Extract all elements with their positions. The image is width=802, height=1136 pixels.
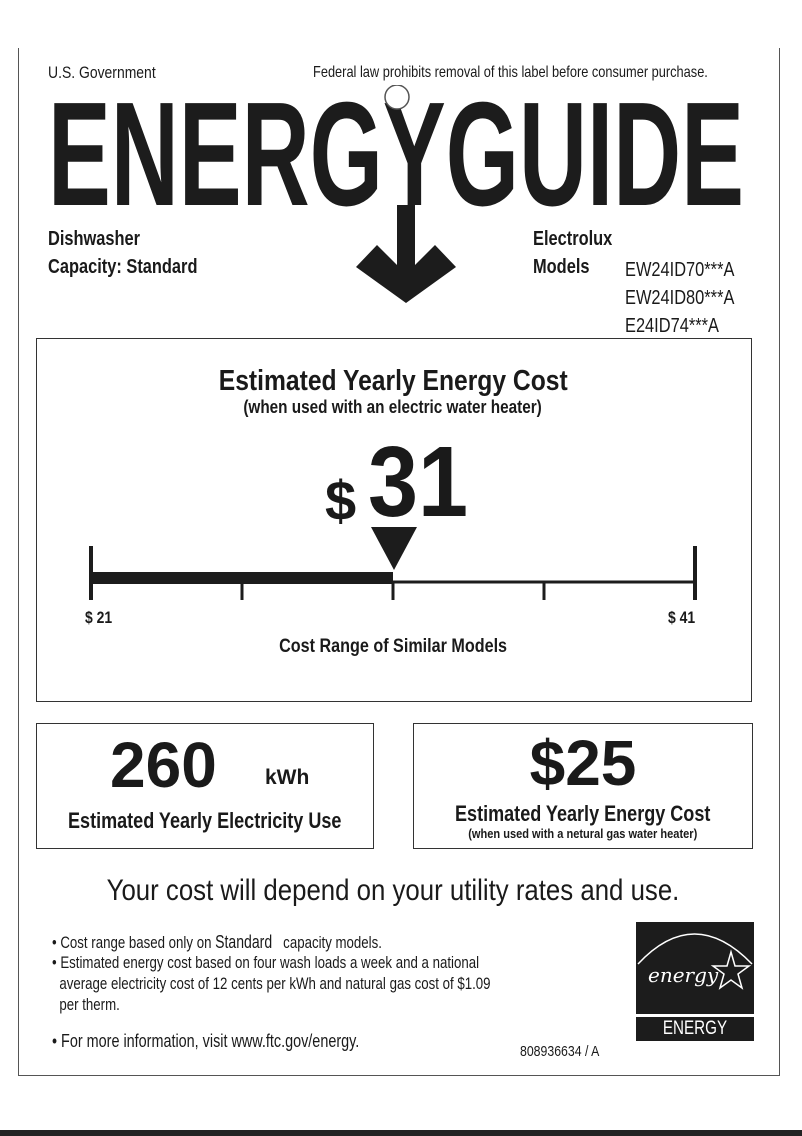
cost-marker-icon [371, 527, 417, 570]
gas-value: $25 [529, 727, 637, 799]
electricity-value: 260 [110, 729, 217, 801]
electricity-label: Estimated Yearly Electricity Use [68, 808, 342, 833]
footer-headline: Your cost will depend on your utility ra… [106, 874, 680, 907]
model: EW24ID70***A [625, 259, 735, 281]
electricity-unit: kWh [265, 766, 310, 789]
government-text: U.S. Government [48, 63, 156, 82]
electricity-use-box [36, 723, 374, 849]
model: EW24ID80***A [625, 287, 735, 309]
range-min-label: $ 21 [85, 608, 113, 627]
cost-currency: $ [325, 469, 357, 532]
cost-range-scale [89, 527, 697, 600]
bullet-capacity: • Cost range based only on Standard capa… [52, 932, 382, 952]
energy-star-icon: energy [636, 922, 754, 1014]
capacity: Capacity: Standard [48, 256, 198, 278]
gas-sublabel: (when used with a netural gas water heat… [468, 826, 698, 841]
cost-title: Estimated Yearly Energy Cost [218, 365, 568, 397]
logo-text: ENERGYGUIDE [48, 85, 744, 237]
energyguide-logo: ENERGYGUIDE [48, 85, 744, 303]
range-caption: Cost Range of Similar Models [279, 636, 507, 657]
energy-guide-label [18, 48, 780, 1076]
scale-fill [91, 572, 393, 584]
energy-star-logo: energy ENERGY STAR [636, 922, 754, 1063]
gas-cost-box [413, 723, 753, 849]
cost-value: 31 [368, 426, 469, 538]
models-label: Models [533, 256, 590, 278]
removal-notice: Federal law prohibits removal of this la… [313, 64, 708, 81]
model: E24ID74***A [625, 315, 719, 337]
range-max-label: $ 41 [668, 608, 696, 627]
models-list: EW24ID70***A EW24ID80***A E24ID74***A [625, 256, 758, 340]
energy-star-label: ENERGY STAR [636, 1017, 754, 1063]
bottom-bar [0, 1130, 802, 1136]
label-code: 808936634 / A [520, 1043, 600, 1060]
bullet-more-info: • For more information, visit www.ftc.go… [52, 1031, 360, 1051]
cost-subtitle: (when used with an electric water heater… [243, 397, 543, 417]
electric-cost-box [36, 338, 752, 702]
product-type: Dishwasher [48, 228, 141, 250]
gas-label: Estimated Yearly Energy Cost [455, 801, 711, 826]
arrow-down-icon [356, 205, 456, 303]
hole-icon [384, 85, 410, 110]
bullet-estimate: • Estimated energy cost based on four wa… [52, 953, 491, 1014]
svg-text:energy: energy [648, 963, 719, 987]
brand: Electrolux [533, 228, 613, 250]
